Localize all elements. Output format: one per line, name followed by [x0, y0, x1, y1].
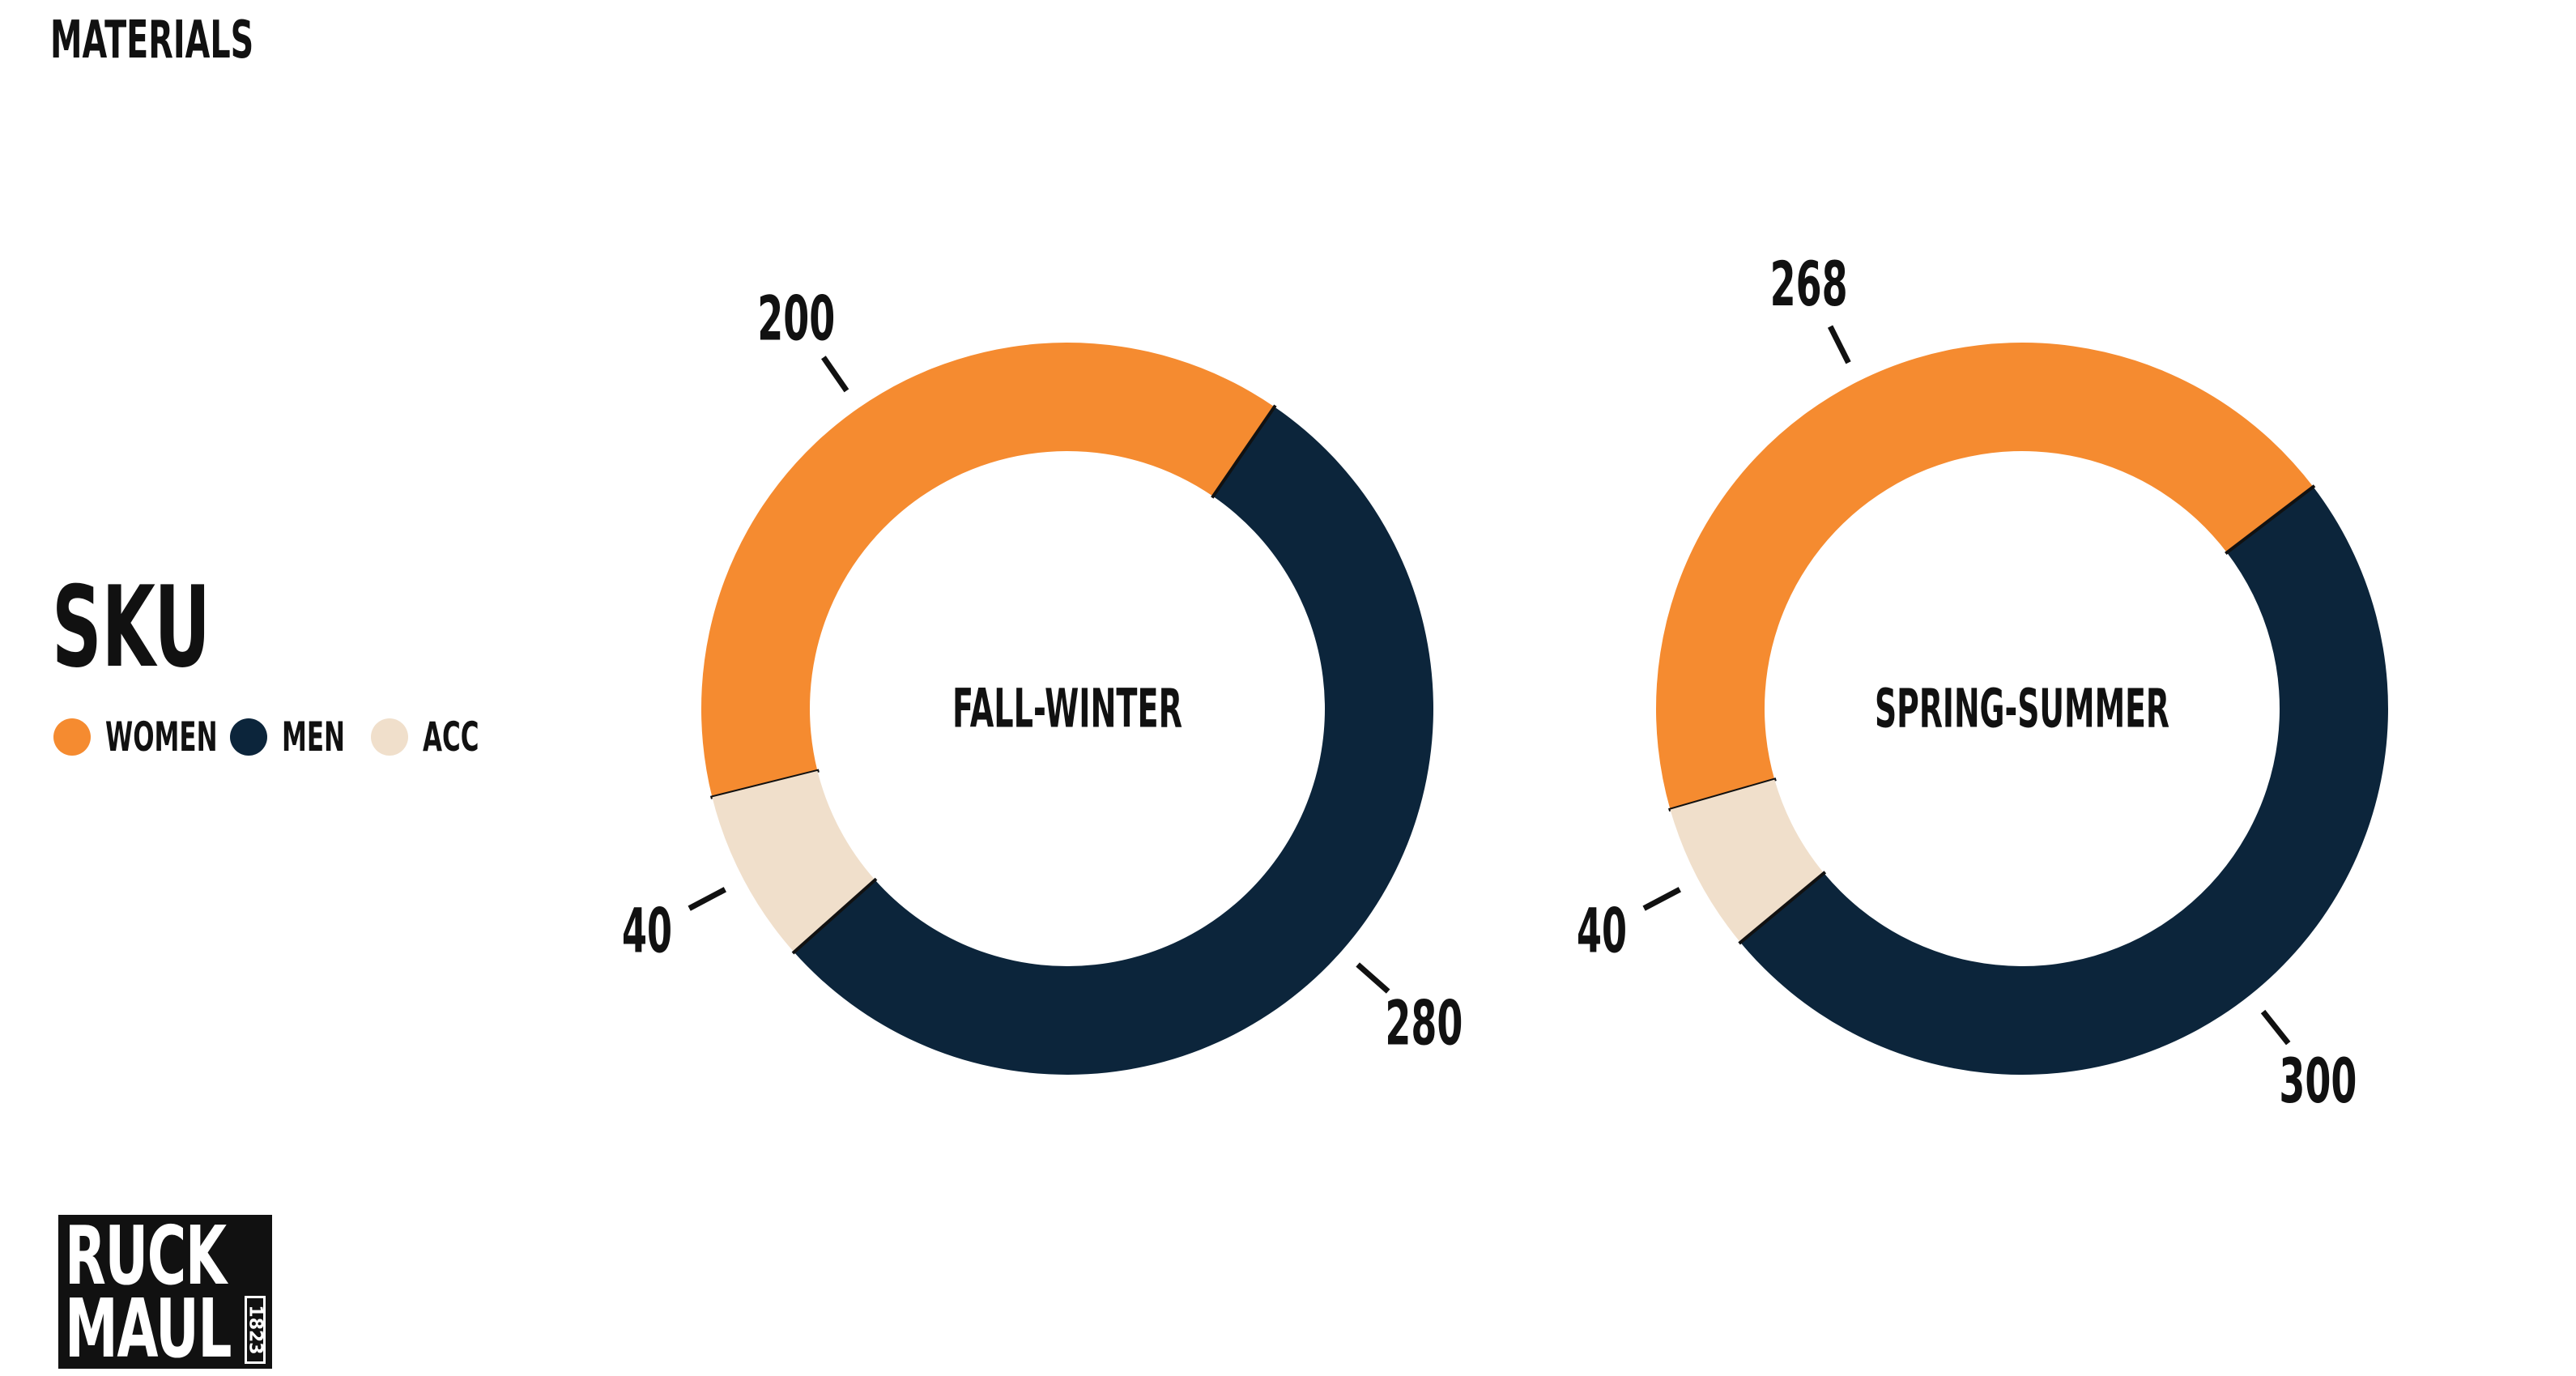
leader-line-women	[821, 356, 849, 393]
chart-title: SKU	[52, 567, 308, 688]
leader-line-women	[1827, 325, 1851, 364]
slice-fall-winter-acc	[712, 770, 875, 952]
donut-chart-fall-winter: 200 280 40 FALL-WINTER	[622, 282, 1463, 1076]
donut-center-label: FALL-WINTER	[952, 678, 1182, 740]
slice-spring-summer-acc	[1670, 779, 1824, 943]
slice-spring-summer-women	[1656, 343, 2314, 810]
leader-line-acc	[688, 887, 726, 911]
donut-chart-spring-summer: 268 300 40 SPRING-SUMMER	[1577, 248, 2388, 1117]
slice-fall-winter-men	[794, 407, 1434, 1076]
logo-line-2: MAUL	[65, 1281, 232, 1376]
leader-line-acc	[1642, 887, 1681, 911]
section-title-text: MATERIALS	[50, 11, 254, 70]
logo-year: 1823	[245, 1305, 266, 1355]
donut-center-label: SPRING-SUMMER	[1875, 678, 2169, 740]
data-label-women: 268	[1770, 248, 1848, 320]
brand-logo: RUCK MAUL 1823	[58, 1208, 272, 1376]
legend-label-acc: ACC	[423, 714, 479, 760]
slice-spring-summer-men	[1740, 486, 2388, 1075]
legend: WOMEN MEN ACC	[53, 713, 782, 761]
legend-label-men: MEN	[282, 714, 345, 760]
slice-separator	[791, 877, 878, 955]
data-label-acc: 40	[1577, 895, 1627, 967]
data-label-men: 280	[1385, 987, 1463, 1059]
slice-fall-winter-women	[701, 343, 1275, 798]
logo-year-box: 1823	[245, 1296, 266, 1364]
leader-line-men	[2260, 1009, 2291, 1046]
data-label-women: 200	[757, 282, 835, 354]
legend-label-women: WOMEN	[105, 714, 218, 760]
slice-separator	[2225, 484, 2316, 556]
leader-line-men	[1356, 962, 1390, 994]
legend-swatch-women	[53, 718, 91, 756]
legend-swatch-men	[230, 718, 267, 756]
data-label-acc: 40	[622, 895, 672, 967]
data-label-men: 300	[2279, 1045, 2357, 1117]
logo-line-1: RUCK	[65, 1208, 227, 1303]
section-title: MATERIALS	[50, 11, 378, 70]
slice-separator	[1738, 871, 1827, 945]
legend-swatch-acc	[371, 718, 408, 756]
slice-separator	[1211, 404, 1277, 499]
chart-title-text: SKU	[52, 562, 211, 692]
